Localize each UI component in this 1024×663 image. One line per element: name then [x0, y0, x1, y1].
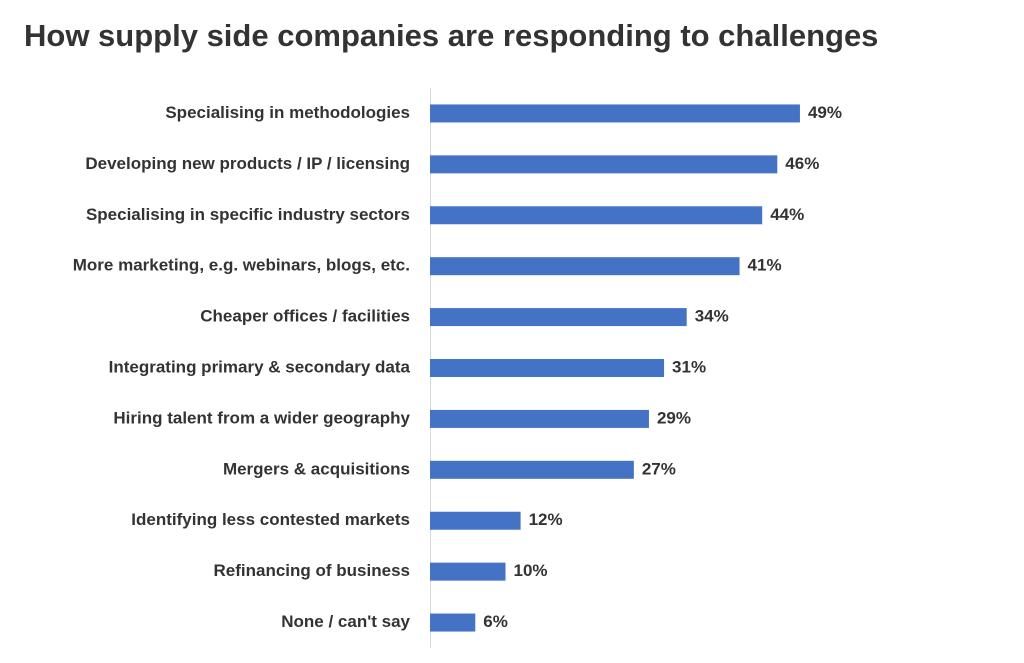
- category-label: Developing new products / IP / licensing: [85, 154, 410, 173]
- value-label: 31%: [672, 357, 706, 376]
- value-label: 27%: [642, 459, 676, 478]
- value-label: 44%: [770, 205, 804, 224]
- category-label: None / can't say: [281, 612, 410, 631]
- value-label: 12%: [529, 510, 563, 529]
- category-label: Cheaper offices / facilities: [200, 307, 410, 326]
- bar: [430, 511, 521, 530]
- value-label: 41%: [748, 256, 782, 275]
- category-label: Hiring talent from a wider geography: [113, 408, 410, 427]
- bar: [430, 613, 476, 632]
- bar: [430, 359, 665, 377]
- bar: [430, 308, 687, 327]
- bar: [430, 460, 634, 479]
- category-label: Specialising in methodologies: [165, 103, 410, 122]
- category-label: Identifying less contested markets: [131, 510, 410, 529]
- bar: [430, 104, 800, 123]
- bar: [430, 206, 763, 225]
- category-label: Mergers & acquisitions: [223, 459, 410, 478]
- value-label: 10%: [514, 561, 548, 580]
- value-label: 46%: [785, 154, 819, 173]
- value-label: 6%: [483, 612, 508, 631]
- bar: [430, 409, 649, 428]
- bar: [430, 257, 740, 276]
- bar: [430, 155, 778, 174]
- category-label: Integrating primary & secondary data: [109, 357, 411, 376]
- category-label: More marketing, e.g. webinars, blogs, et…: [73, 256, 410, 275]
- bar: [430, 562, 506, 581]
- category-label: Refinancing of business: [214, 561, 410, 580]
- value-label: 29%: [657, 408, 691, 427]
- value-label: 49%: [808, 103, 842, 122]
- chart-title: How supply side companies are responding…: [24, 18, 878, 53]
- value-label: 34%: [695, 307, 729, 326]
- category-label: Specialising in specific industry sector…: [86, 205, 410, 224]
